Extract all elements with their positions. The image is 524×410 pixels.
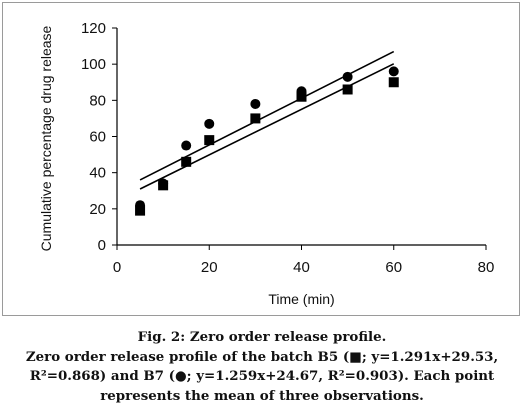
caption-line-3: R²=0.868) and B7 (●; y=1.259x+24.67, R²=… [29,368,495,384]
x-tick-label: 60 [385,259,402,276]
x-tick-label: 40 [293,259,310,276]
data-point-circle [181,140,192,151]
caption-line-4: represents the mean of three observation… [100,387,424,404]
data-points [135,66,399,216]
y-tick-label: 0 [98,237,106,254]
trend-lines [139,50,395,190]
data-point-circle [342,71,353,82]
y-tick-label: 60 [89,129,106,146]
data-point-circle [388,66,399,77]
data-point-circle [158,178,169,189]
data-point-square [388,77,399,88]
data-point-square [181,156,192,167]
x-axis-title: Time (min) [268,291,334,307]
data-point-square [250,113,261,124]
data-point-square [342,84,353,95]
caption-line-2: Zero order release profile of the batch … [25,348,499,365]
trend-line-square [139,63,395,190]
x-tick-label: 80 [478,259,495,276]
data-point-circle [135,200,146,211]
trend-line-circle [139,50,395,181]
figure-caption: Fig. 2: Zero order release profile. Zero… [0,328,524,406]
y-axis-title: Cumulative percentage drug release [38,25,54,251]
chart-ticks: 0 20 40 60 80 0 20 40 60 80 100 120 [81,20,494,276]
chart-frame [2,2,520,316]
x-tick-label: 0 [113,259,121,276]
x-tick-label: 20 [201,259,218,276]
zero-order-release-chart: 0 20 40 60 80 0 20 40 60 80 100 120 Time (min) Cumu… [38,20,494,307]
data-point-circle [296,86,307,97]
y-tick-label: 120 [81,20,106,37]
data-point-circle [250,98,261,109]
data-point-square [135,205,146,216]
data-point-square [204,135,215,146]
data-point-square [296,91,307,102]
data-point-circle [204,118,215,129]
chart-axes [116,28,486,246]
y-tick-label: 80 [89,92,106,109]
caption-title: Fig. 2: Zero order release profile. [137,329,387,345]
y-tick-label: 20 [89,201,106,218]
y-tick-label: 100 [81,56,106,73]
y-tick-label: 40 [89,165,106,182]
